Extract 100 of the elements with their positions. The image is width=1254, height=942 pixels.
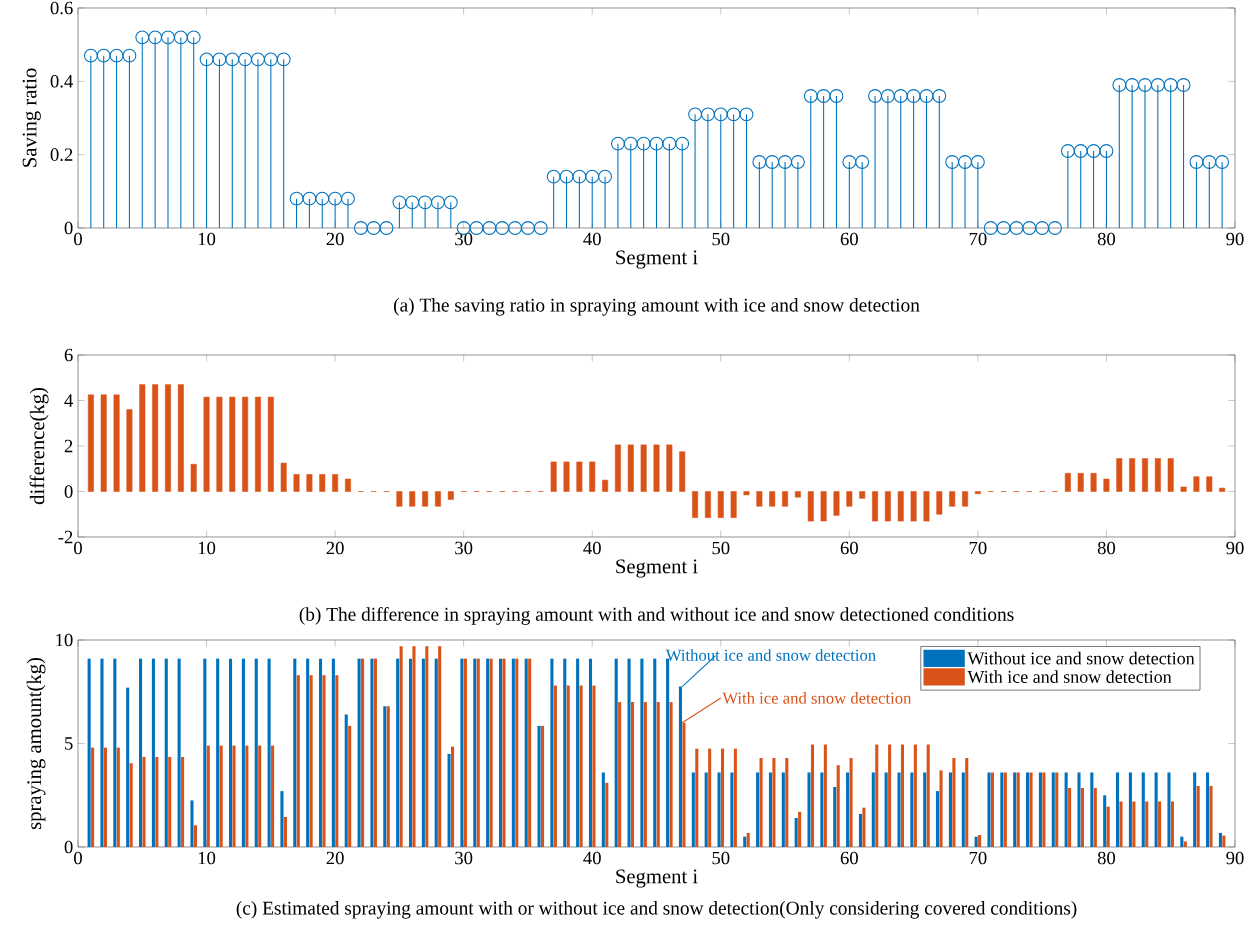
bar [798,811,802,847]
bar [810,744,815,847]
bar [1042,772,1046,847]
bar [807,772,811,847]
bar [293,658,297,847]
bar [550,658,554,847]
bar [216,658,220,847]
bar [897,491,904,522]
bar [759,757,763,847]
bar [296,675,300,847]
bar [872,491,879,522]
bar [322,675,326,847]
bar [193,825,197,847]
x-tick-label: 30 [455,541,473,555]
bar [103,747,107,847]
text: (c) Estimated spraying amount with or without ice and snow detection(Only considering covered conditions) [236,901,1077,919]
y-tick-label: -2 [58,530,73,544]
bar [309,675,313,847]
bar [708,748,712,847]
bar [1080,788,1084,847]
bar [1051,772,1055,847]
bar [605,782,609,847]
bar [87,658,91,847]
bar [627,658,631,847]
bar [601,772,605,847]
bar [563,658,567,847]
bar [1167,458,1174,492]
bar [859,491,866,499]
bar [168,756,172,847]
x-tick-label: 40 [583,232,601,246]
bar [319,474,326,492]
bar [910,491,917,522]
bar [653,444,660,492]
y-axis-title: difference(kg) [29,387,49,505]
bar [116,747,120,847]
bar [345,478,351,492]
x-tick-label: 60 [840,851,858,865]
bar [884,491,891,522]
bar [858,813,862,847]
bar [203,396,210,492]
y-tick-label: 0.4 [50,74,74,88]
bar [1158,801,1162,847]
bar [434,491,441,507]
bar [1068,788,1072,847]
bar [643,702,647,847]
bar [678,686,683,847]
bar [730,772,734,847]
bar [1055,772,1059,847]
text: (b) The difference in spraying amount with and without ice and snow detectioned conditions [299,607,1014,625]
bar [1090,772,1094,847]
bar [1142,458,1148,492]
bar [422,491,429,507]
bar [695,748,699,847]
bar [553,685,557,847]
bar [242,396,249,492]
bar [267,658,271,847]
bar [627,444,634,492]
bar [913,744,917,847]
bar [280,791,284,847]
y-tick-label: 6 [64,348,73,362]
bar [769,491,776,507]
bar [1206,476,1213,492]
bar [566,685,570,847]
bar [1209,785,1213,847]
bar [254,658,258,847]
bar [515,658,519,847]
bar [1196,785,1200,847]
bar [640,658,644,847]
bar [833,491,840,516]
bar [498,658,503,847]
x-tick-label: 10 [198,232,216,246]
bar [640,444,647,492]
bar [936,491,943,515]
bar [409,491,416,507]
bar [447,491,454,500]
bar [87,394,94,492]
bar [190,800,194,847]
x-tick-label: 30 [455,851,473,865]
bar [1116,458,1123,492]
bar [1119,801,1123,847]
x-tick-label: 50 [712,851,730,865]
bar [1090,473,1097,492]
bar [412,646,416,847]
x-tick-label: 90 [1226,851,1244,865]
x-axis-title: Segment i [616,559,698,578]
annotation: Without ice and snow detection [665,649,876,661]
x-tick-label: 20 [326,232,344,246]
bar [704,491,711,518]
bar [1106,806,1110,847]
bar [900,744,905,847]
bar [408,658,413,847]
bar [704,772,708,847]
bar [794,818,798,847]
bar [1129,458,1136,492]
bar [1154,458,1161,492]
bar [331,658,335,847]
bar [139,384,146,492]
bar [653,658,657,847]
bar [1141,772,1145,847]
bar [656,702,660,847]
